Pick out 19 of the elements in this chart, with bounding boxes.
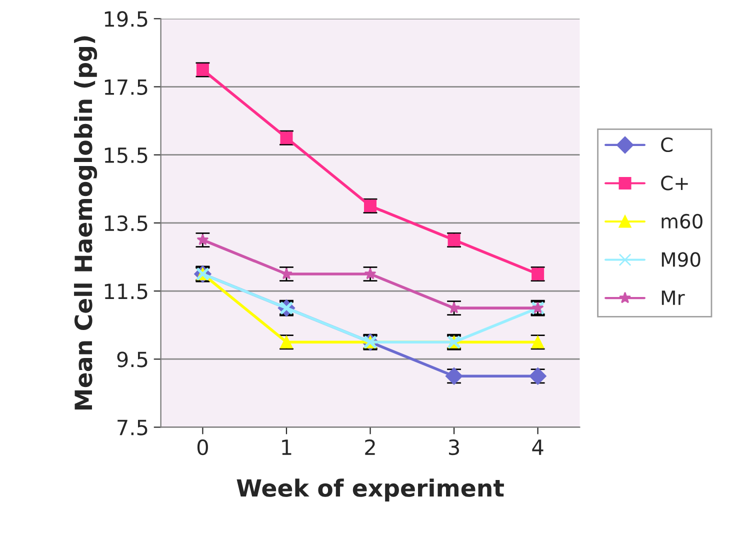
y-axis-title: Mean Cell Haemoglobin (pg): [74, 36, 98, 410]
x-tick-label: 3: [448, 439, 459, 456]
legend-label: m60: [662, 214, 702, 229]
y-tick-label: 15.5: [104, 148, 148, 164]
y-tick-label: 9.5: [117, 352, 148, 368]
x-tick-label: 1: [282, 440, 292, 455]
y-tick-label: 11.5: [104, 284, 148, 300]
y-tick-label: 17.5: [104, 80, 148, 95]
legend-label: M90: [662, 252, 700, 267]
y-tick-label: 13.5: [104, 215, 148, 232]
legend-label: C: [661, 137, 673, 152]
y-tick-label: 19.5: [104, 11, 148, 27]
x-axis-title: Week of experiment: [236, 478, 504, 502]
x-tick-label: 4: [532, 440, 544, 455]
legend-label: Mr: [662, 290, 685, 305]
y-tick-label: 7.5: [118, 420, 148, 436]
x-tick-label: 2: [365, 439, 375, 455]
x-tick-label: 0: [197, 439, 208, 456]
legend-label: C+: [661, 176, 688, 190]
